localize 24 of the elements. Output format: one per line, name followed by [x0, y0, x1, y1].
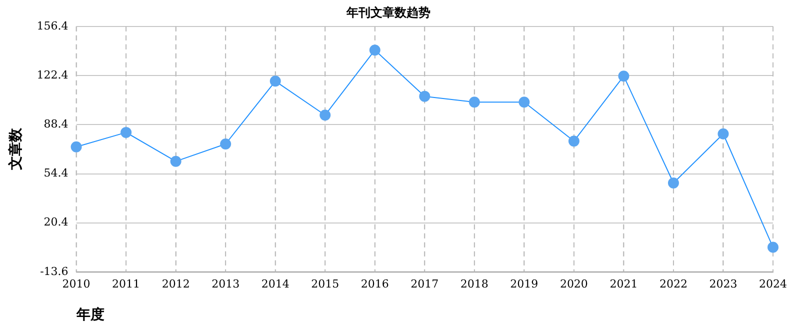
y-tick-label: 122.4	[36, 68, 68, 82]
x-tick-label: 2021	[610, 277, 638, 290]
y-tick-label: -13.6	[40, 264, 68, 278]
x-tick-label: 2012	[162, 277, 190, 290]
y-tick-label: 156.4	[36, 19, 68, 32]
y-tick-label: 20.4	[44, 216, 68, 229]
x-tick-label: 2011	[112, 277, 140, 290]
y-axis-title: 文章数	[7, 127, 24, 172]
chart-title: 年刊文章数趋势	[346, 5, 430, 20]
x-tick-label: 2023	[709, 277, 738, 290]
x-tick-label: 2017	[410, 277, 439, 290]
x-axis-title: 年度	[75, 306, 104, 324]
x-tick-label: 2015	[311, 277, 340, 290]
x-tick-label: 2019	[510, 277, 538, 290]
x-tick-label: 2018	[460, 277, 488, 290]
x-tick-label: 2010	[62, 277, 90, 290]
x-tick-label: 2016	[360, 277, 389, 290]
y-tick-label: 88.4	[44, 118, 68, 130]
y-tick-label: 54.4	[44, 166, 68, 180]
x-tick-label: 2020	[560, 277, 588, 290]
x-tick-label: 2022	[659, 277, 688, 290]
x-tick-label: 2013	[212, 277, 240, 290]
x-tick-label: 2024	[759, 277, 787, 290]
x-tick-label: 2014	[261, 277, 290, 290]
